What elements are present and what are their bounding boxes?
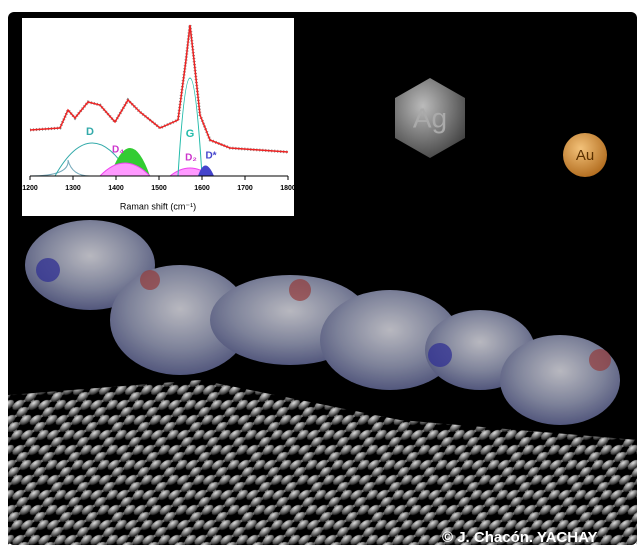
page: Ag Au D D₄ G D₂ D* 1200 1300 1400 1500 1600 1… xyxy=(0,0,637,545)
raman-inset: D D₄ G D₂ D* 1200 1300 1400 1500 1600 1700 180… xyxy=(22,18,296,216)
x-tick-label: 1700 xyxy=(237,185,253,192)
x-tick-label: 1400 xyxy=(108,185,124,192)
silver-label: Ag xyxy=(413,102,447,133)
peak-label: D xyxy=(86,126,94,138)
peak-label: D* xyxy=(205,151,216,162)
x-tick-label: 1500 xyxy=(151,185,167,192)
peak-label: G xyxy=(186,128,195,140)
gold-label: Au xyxy=(576,147,594,164)
peak-label: D₂ xyxy=(185,153,197,164)
credit: © J. Chacón. YACHAY xyxy=(442,529,598,545)
x-tick-label: 1300 xyxy=(65,185,81,192)
illustration: Ag Au D D₄ G D₂ D* 1200 1300 1400 1500 1600 1… xyxy=(0,0,637,545)
peak-label: D₄ xyxy=(112,145,124,156)
x-tick-label: 1800 xyxy=(280,185,296,192)
x-tick-label: 1200 xyxy=(22,185,38,192)
x-axis-label: Raman shift (cm⁻¹) xyxy=(120,201,196,211)
x-tick-label: 1600 xyxy=(194,185,210,192)
